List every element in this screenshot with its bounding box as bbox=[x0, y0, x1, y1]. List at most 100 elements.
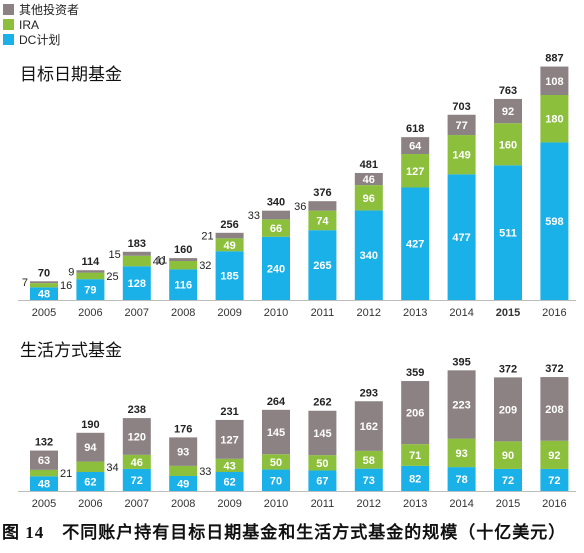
chart-1-bar-other-2010 bbox=[262, 409, 290, 455]
chart-0-label-other-2006: 9 bbox=[68, 266, 74, 278]
chart-0-bar-dc-2012 bbox=[354, 210, 383, 300]
chart-1-bar-dc-2005 bbox=[30, 476, 58, 491]
chart-1-tick-2010: 2010 bbox=[264, 498, 288, 510]
chart-1-tick-2016: 2016 bbox=[542, 498, 566, 510]
chart-0-label-dc-2014: 477 bbox=[452, 232, 470, 244]
chart-1-bar-dc-2010 bbox=[262, 469, 290, 491]
chart-0-tick-2009: 2009 bbox=[217, 307, 241, 319]
chart-1-label-other-2009: 127 bbox=[220, 434, 238, 446]
chart-1-tick-2015: 2015 bbox=[496, 498, 520, 510]
chart-1-bar-other-2006 bbox=[76, 432, 105, 462]
chart-1-label-ira-2006: 34 bbox=[106, 462, 118, 474]
chart-1-bar-other-2007 bbox=[122, 418, 151, 455]
chart-1-label-other-2013: 206 bbox=[406, 408, 424, 420]
chart-0-label-ira-2014: 149 bbox=[452, 150, 470, 162]
chart-1-label-ira-2014: 93 bbox=[455, 448, 467, 460]
chart-0-total-2014: 703 bbox=[452, 101, 470, 113]
legend-swatch-1 bbox=[3, 19, 14, 30]
legend-swatch-0 bbox=[3, 4, 14, 15]
chart-1-label-dc-2010: 70 bbox=[270, 475, 282, 487]
chart-1-bar-dc-2008 bbox=[169, 475, 198, 491]
chart-1-total-2007: 238 bbox=[128, 404, 146, 416]
chart-1-tick-2006: 2006 bbox=[78, 498, 102, 510]
chart-0-label-dc-2012: 340 bbox=[360, 250, 378, 262]
chart-0-total-2008: 160 bbox=[174, 244, 192, 256]
chart-1-bar-ira-2006 bbox=[76, 461, 105, 473]
chart-1-bar-dc-2014 bbox=[447, 467, 476, 491]
chart-1-total-2008: 176 bbox=[174, 423, 192, 435]
chart-0-label-dc-2005: 48 bbox=[38, 289, 50, 301]
chart-1-label-ira-2009: 43 bbox=[223, 460, 235, 472]
chart-0-label-ira-2011: 74 bbox=[316, 215, 329, 227]
chart-0-bar-other-2008 bbox=[169, 258, 198, 262]
chart-0-bar-other-2016 bbox=[540, 66, 569, 95]
chart-0-label-other-2013: 64 bbox=[409, 141, 422, 153]
chart-0-bar-dc-2006 bbox=[76, 279, 105, 300]
chart-0-bar-dc-2010 bbox=[262, 236, 290, 300]
chart-0-bar-ira-2016 bbox=[540, 94, 569, 143]
chart-0-bar-dc-2007 bbox=[122, 266, 151, 300]
chart-1-label-dc-2011: 67 bbox=[316, 476, 328, 488]
chart-1-title: 生活方式基金 bbox=[20, 341, 122, 360]
chart-1-tick-2013: 2013 bbox=[403, 498, 427, 510]
chart-0-tick-2005: 2005 bbox=[32, 307, 56, 319]
chart-0-bar-dc-2008 bbox=[169, 269, 198, 300]
chart-0-bar-dc-2009 bbox=[215, 251, 244, 300]
chart-0-bar-ira-2007 bbox=[122, 255, 151, 267]
chart-0-label-ira-2012: 96 bbox=[363, 193, 375, 205]
chart-1-tick-2008: 2008 bbox=[171, 498, 195, 510]
chart-1-tick-2005: 2005 bbox=[32, 498, 56, 510]
chart-0-label-ira-2013: 127 bbox=[406, 166, 424, 178]
chart-1-label-ira-2010: 50 bbox=[270, 457, 282, 469]
chart-1-bar-dc-2009 bbox=[215, 472, 244, 491]
chart-1-total-2014: 395 bbox=[452, 356, 470, 368]
chart-0-label-other-2009: 21 bbox=[201, 231, 213, 243]
figure-caption-text: 不同账户持有目标日期基金和生活方式基金的规模（十亿美元） bbox=[62, 523, 567, 542]
chart-0-bar-ira-2010 bbox=[262, 219, 290, 237]
chart-0-label-dc-2013: 427 bbox=[406, 239, 424, 251]
chart-0-total-2010: 340 bbox=[267, 197, 285, 209]
chart-0-bar-ira-2015 bbox=[494, 123, 522, 166]
chart-1-bar-other-2008 bbox=[169, 437, 198, 466]
chart-1-bar-other-2014 bbox=[447, 370, 476, 439]
chart-0-label-other-2005: 7 bbox=[22, 277, 28, 289]
chart-1-label-dc-2014: 78 bbox=[455, 474, 467, 486]
chart-0-bar-other-2011 bbox=[308, 201, 337, 211]
chart-0-label-dc-2009: 185 bbox=[220, 271, 238, 283]
chart-1-label-ira-2016: 92 bbox=[548, 450, 560, 462]
chart-1-tick-2009: 2009 bbox=[217, 498, 241, 510]
chart-0-bar-dc-2005 bbox=[30, 287, 58, 300]
chart-1-label-other-2015: 209 bbox=[499, 404, 517, 416]
chart-0-label-dc-2008: 116 bbox=[174, 280, 192, 292]
figure-caption: 图 14 不同账户持有目标日期基金和生活方式基金的规模（十亿美元） bbox=[2, 518, 582, 544]
chart-0-bar-dc-2015 bbox=[494, 165, 522, 300]
chart-0-total-2013: 618 bbox=[406, 123, 424, 135]
chart-1-label-ira-2012: 58 bbox=[363, 455, 375, 467]
chart-0-tick-2015: 2015 bbox=[496, 307, 520, 319]
chart-1-bar-other-2016 bbox=[540, 377, 569, 441]
chart-0-bar-ira-2012 bbox=[354, 185, 383, 211]
chart-1-bar-dc-2007 bbox=[122, 468, 151, 491]
chart-1-total-2010: 264 bbox=[267, 396, 286, 408]
chart-1-bar-dc-2016 bbox=[540, 468, 569, 491]
chart-0-label-other-2014: 77 bbox=[455, 120, 467, 132]
chart-1-label-dc-2015: 72 bbox=[502, 475, 514, 487]
chart-1-label-other-2006: 94 bbox=[84, 442, 97, 454]
chart-1-label-other-2014: 223 bbox=[452, 399, 470, 411]
chart-0-bar-dc-2013 bbox=[401, 187, 430, 300]
chart-0-label-dc-2010: 240 bbox=[267, 263, 285, 275]
chart-0-label-other-2010: 33 bbox=[248, 210, 260, 222]
chart-0-bar-other-2006 bbox=[76, 270, 105, 273]
chart-0-total-2006: 114 bbox=[82, 256, 101, 268]
chart-0-bar-dc-2016 bbox=[540, 142, 569, 300]
chart-1-bar-ira-2007 bbox=[122, 454, 151, 469]
chart-0-bar-ira-2014 bbox=[447, 135, 476, 175]
chart-0-total-2009: 256 bbox=[220, 219, 238, 231]
chart-1-total-2009: 231 bbox=[220, 406, 238, 418]
chart-0-total-2015: 763 bbox=[499, 85, 517, 97]
chart-1-label-other-2011: 145 bbox=[313, 428, 331, 440]
chart-0-bar-dc-2014 bbox=[447, 174, 476, 300]
chart-0-bar-other-2005 bbox=[30, 281, 58, 284]
chart-0-label-ira-2009: 49 bbox=[223, 240, 235, 252]
